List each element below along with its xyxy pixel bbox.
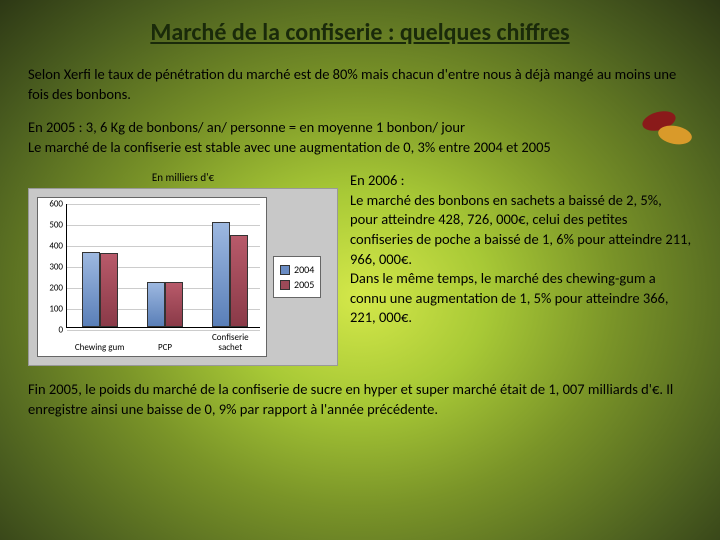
bar-Confiserie-sachet-2005 (230, 235, 248, 327)
chart-plot-area: 0100200300400500600Chewing gumPCPConfise… (66, 204, 260, 328)
legend-label-2005: 2005 (294, 278, 314, 291)
x-axis-label: Chewing gum (75, 343, 125, 353)
chart-column: En milliers d'€ 0 100 200 300 400 500 600 Chewi… (28, 171, 338, 366)
candy-image (636, 110, 696, 146)
legend-swatch-2004 (280, 265, 290, 275)
bar-Confiserie-sachet-2004 (212, 222, 230, 327)
chart-container: 0 100 200 300 400 500 600 Chewing gum PCP Confise… (28, 188, 338, 366)
grid-line (67, 330, 260, 331)
candy-orange-icon (657, 123, 694, 147)
y-axis-label: 400 (41, 241, 63, 252)
chart-plot: 0 100 200 300 400 500 600 Chewing gum PCP Confise… (37, 197, 267, 357)
x-axis-label: Confiserie sachet (205, 333, 255, 353)
paragraph-3: Fin 2005, le poids du marché de la confi… (28, 380, 692, 419)
bar-PCP-2004 (147, 282, 165, 327)
bar-PCP-2005 (165, 282, 183, 327)
y-axis-label: 100 (41, 304, 63, 315)
y-axis-label: 0 (41, 325, 63, 336)
middle-row: En milliers d'€ 0 100 200 300 400 500 600 Chewi… (28, 171, 692, 366)
legend-swatch-2005 (280, 280, 290, 290)
chart-legend: 2004 2005 (273, 256, 321, 298)
paragraph-1: Selon Xerfi le taux de pénétration du ma… (28, 65, 692, 104)
legend-label-2004: 2004 (294, 263, 314, 276)
chart-caption: En milliers d'€ (28, 171, 338, 184)
legend-item-2005: 2005 (280, 278, 314, 291)
page-title: Marché de la confiserie : quelques chiff… (28, 18, 692, 47)
right-text: En 2006 : Le marché des bonbons en sache… (350, 171, 692, 366)
grid-line (67, 204, 260, 205)
legend-item-2004: 2004 (280, 263, 314, 276)
y-axis-label: 300 (41, 262, 63, 273)
x-axis-label: PCP (140, 343, 190, 353)
y-axis-label: 600 (41, 199, 63, 210)
slide-container: Marché de la confiserie : quelques chiff… (0, 0, 720, 451)
paragraph-2: En 2005 : 3, 6 Kg de bonbons/ an/ person… (28, 118, 692, 157)
bar-Chewing-gum-2004 (82, 252, 100, 328)
grid-line (67, 225, 260, 226)
bar-Chewing-gum-2005 (100, 253, 118, 328)
y-axis-label: 500 (41, 220, 63, 231)
y-axis-label: 200 (41, 283, 63, 294)
